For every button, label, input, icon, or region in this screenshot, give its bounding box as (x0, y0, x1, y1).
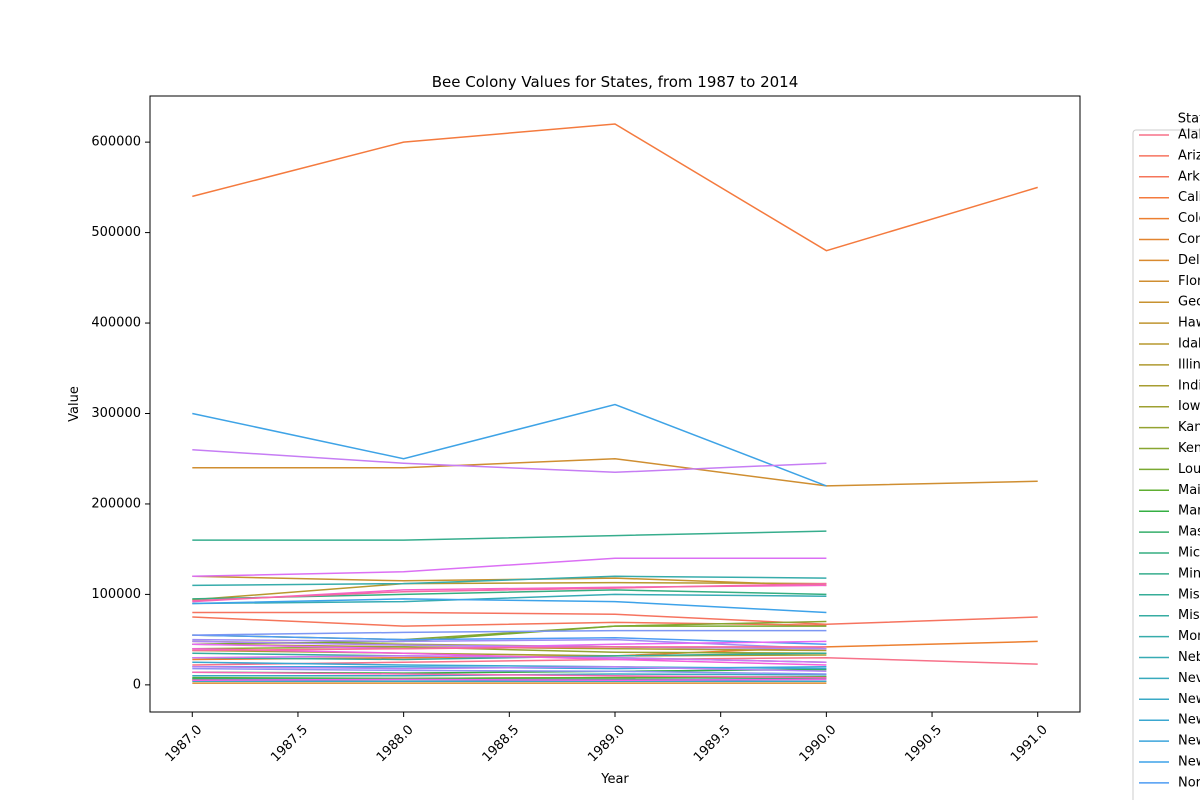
series-line (192, 403, 827, 487)
x-tick-label: 1989.5 (691, 722, 734, 765)
y-tick-label: 300000 (91, 406, 141, 421)
legend-label: New Hampshire (1178, 692, 1200, 707)
x-tick-label: 1991.0 (1008, 722, 1051, 765)
x-tick-label: 1987.0 (163, 722, 206, 765)
y-axis-label: Value (67, 386, 82, 422)
legend-label: Minnesota (1178, 566, 1200, 581)
series-line (192, 646, 827, 654)
series-line (192, 671, 827, 679)
lines (192, 123, 1038, 684)
legend-label: Connecticut (1178, 232, 1200, 247)
series-line (192, 666, 827, 673)
chart-title: Bee Colony Values for States, from 1987 … (432, 73, 799, 91)
legend-label: Iowa (1178, 399, 1200, 414)
y-tick-label: 500000 (91, 225, 141, 240)
series-line (192, 557, 827, 578)
legend-label: Montana (1178, 629, 1200, 644)
x-tick-label: 1987.5 (268, 722, 311, 765)
series-line (192, 652, 827, 661)
x-tick-label: 1988.5 (480, 722, 523, 765)
series-line (192, 584, 827, 603)
legend-label: Arkansas (1178, 169, 1200, 184)
legend-label: Nevada (1178, 671, 1200, 686)
series-line (192, 638, 827, 650)
series-line (192, 598, 827, 614)
x-tick-label: 1989.0 (585, 722, 628, 765)
series-line (192, 530, 827, 541)
series-line (192, 582, 827, 602)
series-line (192, 640, 827, 650)
legend-label: Alabama (1178, 128, 1200, 143)
series-line (192, 123, 1038, 252)
legend-label: Nebraska (1178, 650, 1200, 665)
legend-label: Arizona (1178, 148, 1200, 163)
series-line (192, 581, 827, 601)
series-line (192, 593, 827, 605)
legend-label: Kansas (1178, 420, 1200, 435)
legend-label: Michigan (1178, 546, 1200, 561)
series-line (192, 575, 827, 587)
legend-label: Kentucky (1178, 441, 1200, 456)
legend-label: Delaware (1178, 253, 1200, 268)
legend-box (1132, 129, 1200, 800)
legend-label: North Carolina (1178, 775, 1200, 790)
series-line (192, 678, 827, 682)
legend-label: Florida (1178, 274, 1200, 289)
x-axis-label: Year (600, 772, 629, 787)
y-tick-label: 400000 (91, 316, 141, 331)
series-line (192, 457, 1038, 487)
legend-label: Indiana (1178, 378, 1200, 393)
legend-label: Maryland (1178, 504, 1200, 519)
legend-label: Colorado (1178, 211, 1200, 226)
series-line (192, 611, 1038, 626)
series-line (192, 634, 827, 645)
legend-label: California (1178, 190, 1200, 205)
series-line (192, 616, 827, 627)
legend-label: Maine (1178, 483, 1200, 498)
y-tick-label: 200000 (91, 496, 141, 511)
legend-label: Illinois (1178, 357, 1200, 372)
legend-label: New Mexico (1178, 734, 1200, 749)
legend-label: Georgia (1178, 295, 1200, 310)
y-tick-label: 0 (133, 677, 141, 692)
legend-label: Missouri (1178, 608, 1200, 623)
legend-label: New York (1178, 755, 1200, 770)
y-tick-label: 100000 (91, 587, 141, 602)
x-tick-label: 1990.5 (902, 722, 945, 765)
x-tick-label: 1990.0 (797, 722, 840, 765)
series-line (192, 647, 827, 666)
legend-title: State (1178, 112, 1200, 127)
series-line (192, 649, 827, 657)
legend-label: Hawaii (1178, 316, 1200, 331)
legend-label: Idaho (1178, 337, 1200, 352)
series-line (192, 646, 827, 652)
series-line (192, 448, 827, 474)
legend-label: Mississippi (1178, 587, 1200, 602)
legend-label: Massachusetts (1178, 525, 1200, 540)
y-tick-label: 600000 (91, 135, 141, 150)
legend-label: New Jersey (1178, 713, 1200, 728)
series-line (192, 629, 827, 636)
x-tick-label: 1988.0 (374, 722, 417, 765)
series-line (192, 667, 827, 675)
legend-label: Louisiana (1178, 462, 1200, 477)
